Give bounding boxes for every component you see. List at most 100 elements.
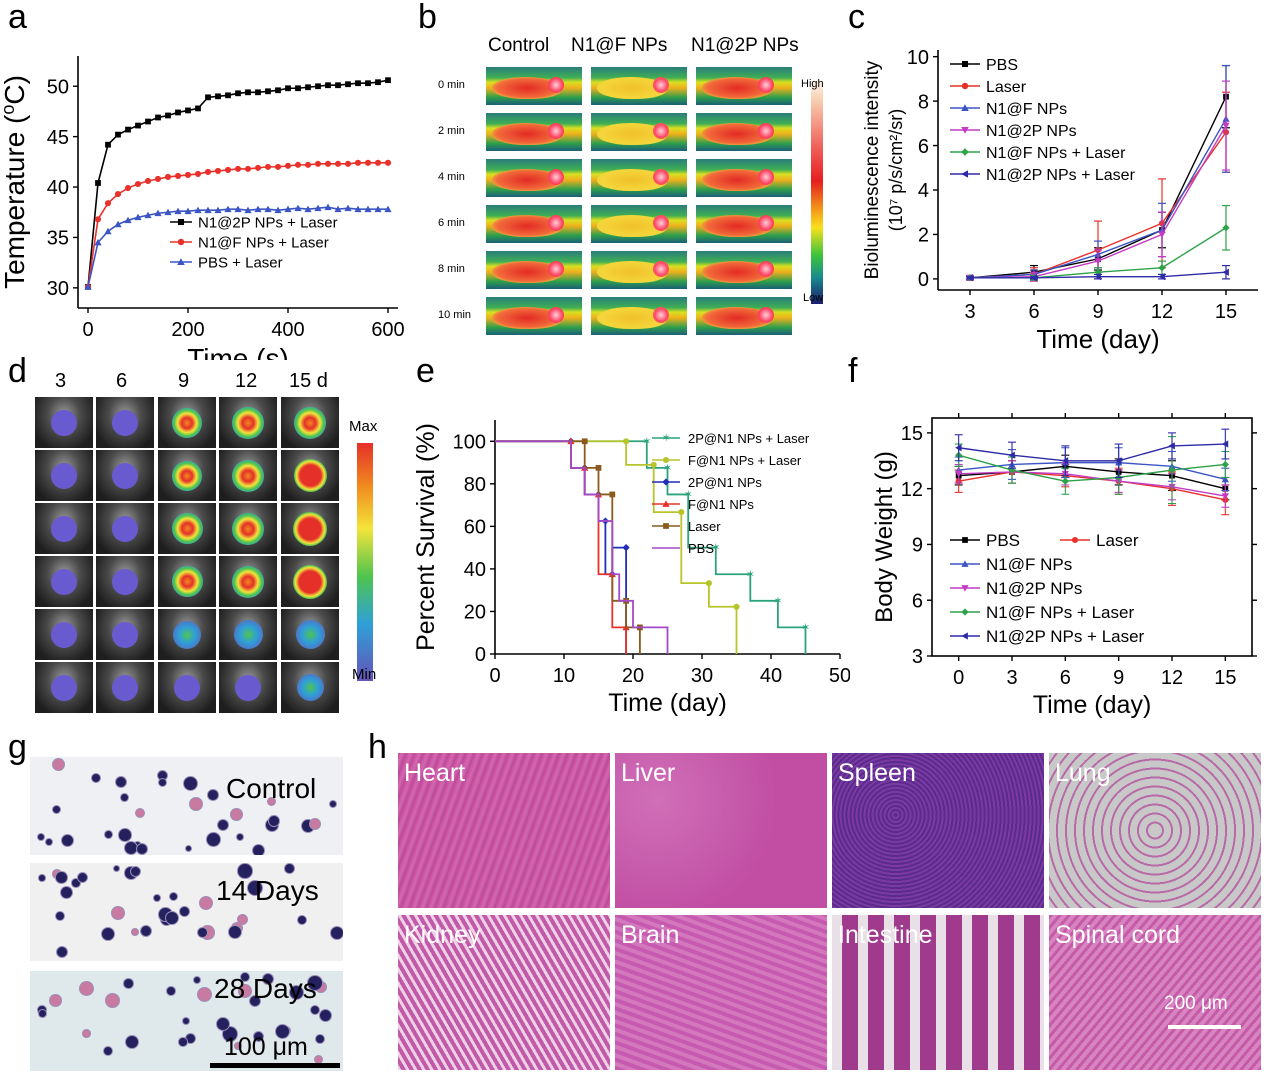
data-point [177,258,185,266]
legend-item: N1@2P NPs + Laser [950,167,1136,184]
legend-label: N1@2P NPs + Laser [986,167,1136,184]
data-point [114,220,122,228]
data-point [961,82,969,90]
panel-b: Control N1@F NPs N1@2P NPs 0 min 2 min 4 m… [420,30,840,335]
panel-b-row-label: 0 min [438,79,465,91]
panel-b-thermal-image [486,113,582,151]
data-point [1061,457,1069,465]
panel-g: Control 14 Days 28 Days 100 μm [30,757,343,1073]
y-tick-label: 12 [901,479,923,501]
series [495,437,630,654]
panel-letter-f: f [848,352,858,390]
data-point [175,109,181,116]
data-point [295,85,301,92]
tumor-spot [653,169,669,185]
data-point [144,177,152,185]
legend-label: N1@2P NPs + Laser [986,627,1145,646]
x-tick-label: 600 [371,319,404,341]
panel-d-biolum-image [219,556,277,607]
data-point [284,162,292,169]
cell [123,978,134,989]
signal-spot [235,674,261,701]
cell [319,1009,332,1022]
series-line [958,454,1226,482]
y-tick-label: 6 [912,590,923,612]
panel-d-biolum-image [281,609,339,660]
tumor-spot [548,307,564,323]
mouse-body [492,123,562,145]
data-point [663,523,669,529]
panel-letter-d: d [8,352,27,390]
data-point [324,203,332,211]
tumor-spot [548,215,564,231]
signal-spot [51,674,77,701]
mouse-body [597,261,667,283]
panel-h-scalebar-label: 200 μm [1164,993,1228,1014]
panel-b-row-label: 4 min [438,171,465,183]
data-point [245,89,251,96]
signal-spot [112,674,138,701]
legend-label: PBS [986,57,1018,74]
panel-d-biolum-image [96,609,154,660]
x-tick-label: 12 [1151,301,1173,323]
cell [228,925,243,940]
mouse-body [492,169,562,191]
cell [82,1029,91,1038]
cell [130,866,142,878]
legend-item: 2P@N1 NPs [652,475,762,490]
data-point [1221,460,1229,469]
panel-b-thermal-image [591,205,687,243]
y-tick-label: 45 [47,127,69,149]
panel-h-tissue-label: Brain [621,921,680,949]
data-point [1222,122,1230,130]
data-point [194,206,202,214]
cell [275,1024,290,1039]
panel-h-histology-image [398,915,610,1070]
panel-b-thermal-image [486,205,582,243]
data-point [305,84,311,91]
data-point [114,191,122,198]
cell [113,865,121,873]
data-point [195,105,201,112]
panel-d-biolum-image [281,397,339,448]
cell [37,833,46,842]
data-point [662,478,670,486]
panel-d-day-label: 6 [116,370,128,392]
panel-d-biolum-image [96,556,154,607]
legend-item: Laser [652,519,721,534]
data-point [285,85,291,92]
data-point: ✶ [663,462,672,474]
cell [237,863,253,879]
signal-spot [232,512,264,545]
data-point [144,211,152,219]
x-tick-label: 200 [171,319,204,341]
panel-letter-c: c [848,0,865,36]
cell [38,1009,47,1018]
data-point [961,560,969,567]
data-point: ✶ [801,622,810,634]
panel-g-scalebar-label: 100 μm [224,1033,308,1061]
panel-d-day-label: 12 [235,370,258,392]
legend-label: N1@2P NPs [986,123,1077,140]
data-point [733,603,740,610]
panel-h-tissue-label: Kidney [404,921,481,949]
legend-item: N1@F NPs + Laser [950,603,1134,622]
cell [197,927,208,938]
tumor-spot [653,77,669,93]
mouse-body [597,123,667,145]
panel-d-biolum-image [96,450,154,501]
panel-letter-g: g [8,728,27,766]
y-tick-label: 35 [47,228,69,250]
data-point [324,160,332,167]
axes: 0 10 20 30 40 50 0 20 40 60 80 100 Time (day) [453,420,850,717]
cell [234,1042,242,1050]
panel-d-biolum-image [96,503,154,554]
y-tick-label: 3 [912,646,923,668]
x-tick-label: 50 [829,665,850,687]
mouse-body [597,307,667,329]
data-point [234,165,242,172]
panel-b-thermal-image [696,159,792,197]
panel-g-scalebar [210,1063,340,1068]
cell [253,1031,265,1043]
panel-d-biolum-image [158,450,216,501]
